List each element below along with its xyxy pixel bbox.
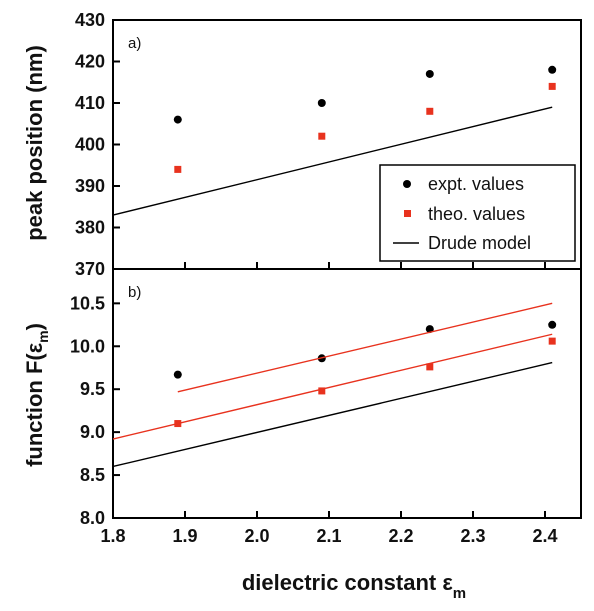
panel-a-label: a) bbox=[128, 35, 141, 52]
x-axis-title-main: dielectric constant ε bbox=[242, 570, 454, 595]
x-axis-title: dielectric constant εm bbox=[242, 570, 466, 602]
panel-b-y-axis-title: function F(εm) bbox=[22, 323, 51, 467]
point-b-s1-1 bbox=[318, 387, 326, 395]
y-tick-label-a-5: 420 bbox=[75, 52, 105, 72]
y-tick-label-b-5: 10.5 bbox=[70, 293, 105, 313]
legend-label-drude: Drude model bbox=[428, 233, 531, 253]
panel-b-marks bbox=[112, 302, 557, 468]
x-tick-label-2: 2.0 bbox=[244, 526, 269, 546]
point-a-s1-0 bbox=[174, 165, 182, 173]
y-tick-label-a-1: 380 bbox=[75, 218, 105, 238]
legend-label-expt: expt. values bbox=[428, 174, 524, 194]
point-a-s0-2 bbox=[425, 69, 434, 78]
panel-a-marks bbox=[112, 65, 557, 216]
y-tick-label-b-2: 9.0 bbox=[80, 422, 105, 442]
point-b-s0-0 bbox=[173, 370, 182, 379]
legend-label-theo: theo. values bbox=[428, 204, 525, 224]
point-b-s1-3 bbox=[548, 337, 556, 345]
line-b-3 bbox=[112, 333, 553, 440]
y-tick-label-a-4: 410 bbox=[75, 93, 105, 113]
x-tick-label-5: 2.3 bbox=[460, 526, 485, 546]
panel-b-frame bbox=[112, 268, 582, 519]
line-a-2 bbox=[112, 106, 553, 216]
panel-b-ticks: 8.0 8.5 9.0 9.5 10.0 10.5 1.8 1.9 2.0 2.1 2.2 2.3 2.… bbox=[70, 293, 558, 546]
point-a-s0-3 bbox=[548, 65, 557, 74]
point-a-s1-1 bbox=[318, 132, 326, 140]
y-tick-label-a-2: 390 bbox=[75, 176, 105, 196]
y-tick-label-b-1: 8.5 bbox=[80, 465, 105, 485]
panel-b-y-axis-title-sub: m bbox=[35, 330, 51, 342]
x-axis-title-sub: m bbox=[453, 585, 466, 602]
legend-marker-theo bbox=[404, 210, 411, 217]
point-a-s0-0 bbox=[173, 115, 182, 124]
panel-b-y-axis-title-close: ) bbox=[22, 323, 47, 330]
x-tick-label-1: 1.9 bbox=[172, 526, 197, 546]
y-tick-label-b-0: 8.0 bbox=[80, 508, 105, 528]
y-tick-label-b-4: 10.0 bbox=[70, 336, 105, 356]
y-tick-label-a-6: 430 bbox=[75, 10, 105, 30]
panel-a-ticks: 370 380 390 400 410 420 430 bbox=[75, 10, 546, 279]
panel-a-y-axis-title: peak position (nm) bbox=[22, 45, 47, 241]
point-a-s1-2 bbox=[426, 107, 434, 115]
x-tick-label-3: 2.1 bbox=[316, 526, 341, 546]
y-tick-label-a-3: 400 bbox=[75, 135, 105, 155]
point-b-s1-2 bbox=[426, 363, 434, 371]
x-tick-label-6: 2.4 bbox=[532, 526, 557, 546]
legend: expt. values theo. values Drude model bbox=[379, 164, 576, 262]
x-tick-label-0: 1.8 bbox=[100, 526, 125, 546]
panel-b-y-axis-title-main: function F(ε bbox=[22, 342, 47, 467]
legend-marker-expt bbox=[403, 180, 411, 188]
point-a-s0-1 bbox=[317, 99, 326, 107]
point-b-s0-3 bbox=[548, 320, 557, 329]
line-b-2 bbox=[177, 302, 553, 393]
legend-box bbox=[379, 164, 576, 262]
y-tick-label-b-3: 9.5 bbox=[80, 379, 105, 399]
panel-b-label: b) bbox=[128, 284, 141, 301]
point-a-s1-3 bbox=[548, 82, 556, 90]
line-b-4 bbox=[112, 361, 553, 468]
y-tick-label-a-0: 370 bbox=[75, 259, 105, 279]
x-tick-label-4: 2.2 bbox=[388, 526, 413, 546]
